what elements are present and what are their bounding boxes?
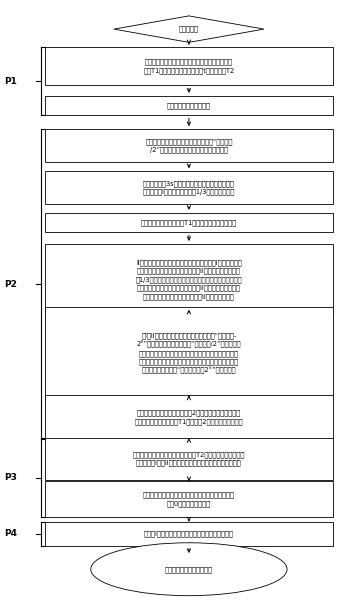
Text: 主洗进热水冲洗衣粉时间设定为2分钟，此过程检测水温设
定値为为冲洗衣粉水温度T1，当大于2分钟后，进入下一步: 主洗进热水冲洗衣粉时间设定为2分钟，此过程检测水温设 定値为为冲洗衣粉水温度T1… <box>135 410 243 425</box>
FancyBboxPatch shape <box>45 47 333 85</box>
Text: II路电磁阀调节打开幅度以实现恒温出水，当I路电磁阀完全
打开后，热水水温大于设定温度时，II路电磁阀打并（先打
开1/3开度），打开幅度随着中和后水温的变化自: II路电磁阀调节打开幅度以实现恒温出水，当I路电磁阀完全 打开后，热水水温大于设… <box>136 259 242 299</box>
FancyBboxPatch shape <box>45 129 333 162</box>
FancyBboxPatch shape <box>45 96 333 115</box>
FancyBboxPatch shape <box>45 307 333 400</box>
Text: P2: P2 <box>4 280 17 289</box>
Text: 设定程序，可通过显示屏设定冲洗衣粉（洗涤剂）
水温T1、冲洗衣粉进水加热时间t、洗涤水温T2: 设定程序，可通过显示屏设定冲洗衣粉（洗涤剂） 水温T1、冲洗衣粉进水加热时间t、… <box>143 59 235 74</box>
Text: P3: P3 <box>4 473 17 482</box>
Text: P1: P1 <box>4 77 17 86</box>
Text: 主洗进水冲洗衣粉阶段时，加热模块按“额定功率
/2”通电进行加热，并对加热时间进行计时: 主洗进水冲洗衣粉阶段时，加热模块按“额定功率 /2”通电进行加热，并对加热时间进… <box>145 138 233 153</box>
FancyBboxPatch shape <box>45 244 333 315</box>
Text: 进水水位达到设定水位的下一档，加热模块功率逐渐
降到0，停止加热工作。: 进水水位达到设定水位的下一档，加热模块功率逐渐 降到0，停止加热工作。 <box>143 492 235 507</box>
Text: P4: P4 <box>4 529 17 538</box>
FancyBboxPatch shape <box>45 213 333 232</box>
Polygon shape <box>114 16 264 43</box>
FancyBboxPatch shape <box>45 481 333 517</box>
Text: 加热模块继续工作，据设定洗涤水温T2，检测水温并调节加热
模块功率、I路、II路电磁阀打开开度来满足洗涤水温的要求: 加热模块继续工作，据设定洗涤水温T2，检测水温并调节加热 模块功率、I路、II路… <box>133 451 245 466</box>
FancyBboxPatch shape <box>45 395 333 439</box>
FancyBboxPatch shape <box>45 521 333 546</box>
Text: 进水至洗涤水位，开始洗涤: 进水至洗涤水位，开始洗涤 <box>165 566 213 572</box>
Text: 加热时间达到3s后，加热模块功率逐渐提高到额定
功率；打开I路电磁阀（先打开1/3开度）开始进水: 加热时间达到3s后，加热模块功率逐渐提高到额定 功率；打开I路电磁阀（先打开1/… <box>143 180 235 195</box>
FancyBboxPatch shape <box>45 171 333 204</box>
Text: 洗衣机通电: 洗衣机通电 <box>179 26 199 32</box>
Text: 仅打开I路电磁阀进水，吸收加热模块散发的热量。: 仅打开I路电磁阀进水，吸收加热模块散发的热量。 <box>144 530 234 537</box>
Ellipse shape <box>91 543 287 596</box>
FancyBboxPatch shape <box>45 438 333 479</box>
Text: 当热水温度大于设定温度T1（设定冲洗衣粉温度）时: 当热水温度大于设定温度T1（设定冲洗衣粉温度）时 <box>141 220 237 226</box>
Text: 设定完成后，启动洗衣机: 设定完成后，启动洗衣机 <box>167 103 211 109</box>
Text: 当I、II电磁阀都全开后，中和后水温仍在“设定温度-
2°”时，调节加热模块功率到“额定功率/2”的功率继续
进行加热。当中和后水温降低时，提高加热功率。当中和: 当I、II电磁阀都全开后，中和后水温仍在“设定温度- 2°”时，调节加热模块功率… <box>137 332 241 374</box>
